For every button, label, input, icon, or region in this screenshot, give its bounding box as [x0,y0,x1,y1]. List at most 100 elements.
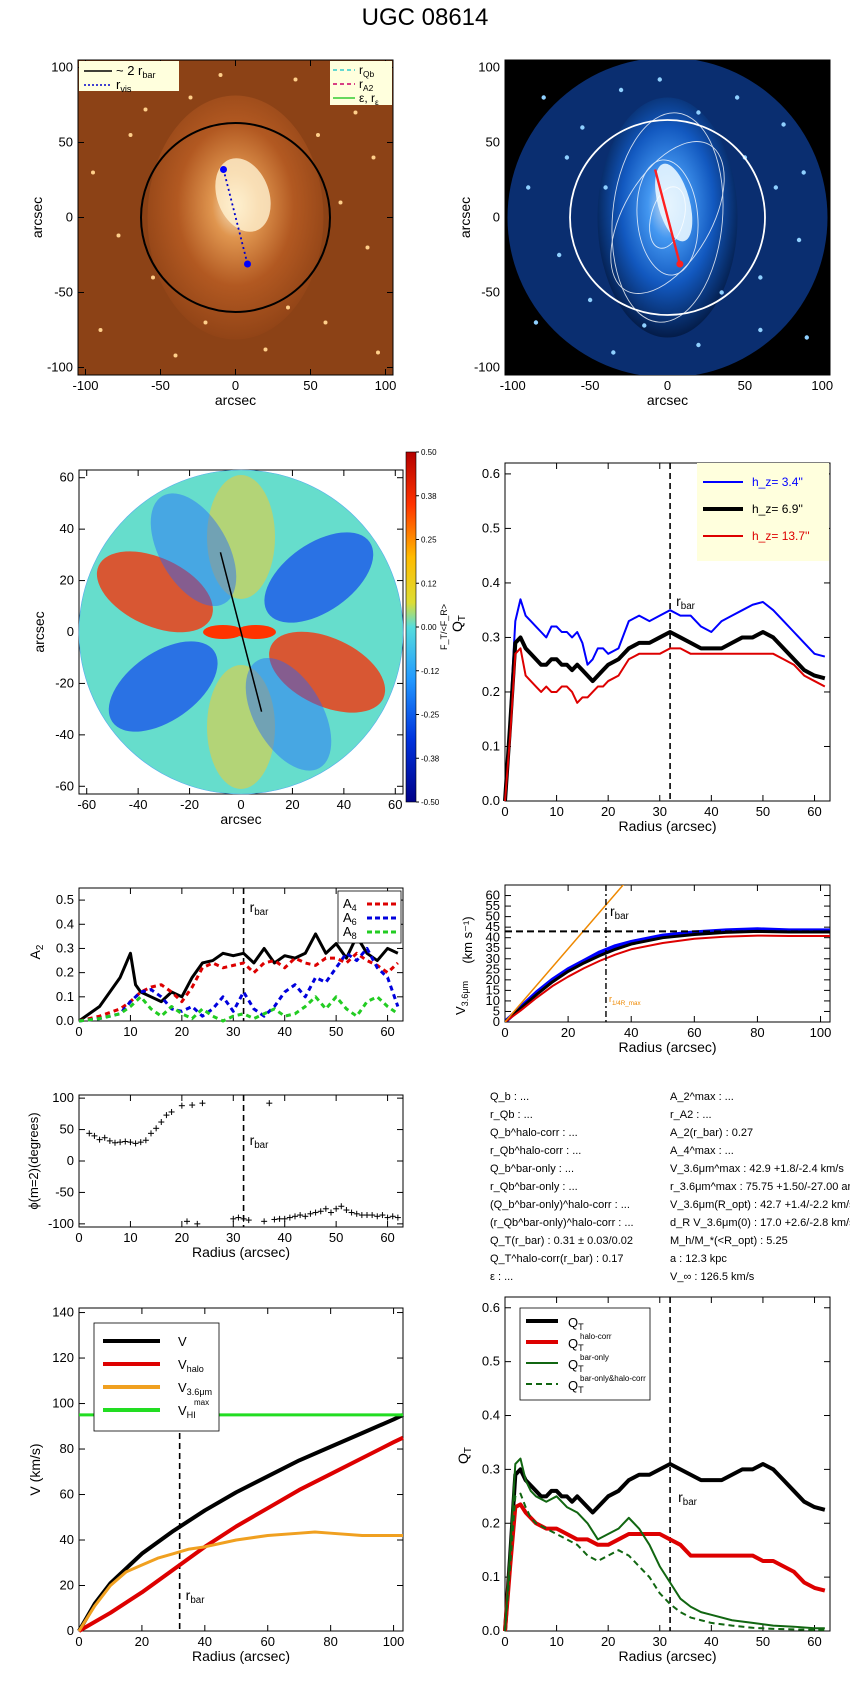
x-tick-label: 30 [653,804,667,819]
legend-label: Vhalo [178,1357,204,1374]
phase-point [374,1213,381,1220]
x-tick-label: 50 [756,1634,770,1649]
star [263,347,268,352]
star [611,350,616,355]
phase-point [101,1134,108,1141]
y-tick-label: -50 [481,285,500,300]
parameter-row: (r_Qb^bar-only)^halo-corr : ... [490,1214,634,1232]
series-line [77,1435,404,1633]
phase-point [178,1102,185,1109]
parameter-value: 12.3 kpc [682,1253,727,1265]
star [316,133,320,137]
parameter-row: ε : ... [490,1268,634,1286]
star [533,320,539,325]
star [773,185,779,190]
plot-frame [504,884,831,1023]
x-tick-label: 0 [664,378,671,393]
bar-end-marker [220,166,227,173]
legend-label: QT [568,1315,584,1332]
y-tick-label: 0.0 [482,1623,500,1638]
page-title: UGC 08614 [361,4,489,31]
x-tick-label: 50 [738,378,752,393]
x-tick-label: 20 [175,1024,189,1039]
x-tick-label: 40 [704,804,718,819]
star [801,170,806,175]
parameter-key: V_3.6μm^max : [670,1163,747,1175]
x-axis-label-dup: arcsec [666,412,669,414]
phase-point [199,1100,206,1107]
phase-point [137,1139,144,1146]
star [758,327,763,333]
parameter-key: A_4^max : ... [670,1145,734,1157]
y-tick-label: 20 [60,1578,74,1593]
phase-point [235,1214,242,1221]
phase-point [240,1215,247,1222]
y-axis-label: arcsec [29,197,45,238]
x-tick-label: 30 [226,1230,240,1245]
bar-end-marker [244,260,251,268]
series-line [503,1462,826,1632]
phase-point [384,1214,391,1221]
y-axis-label: V3.6μm [453,981,470,1015]
fourier-panel: 0 10 20 30 40 50 600.00.10.20.30.40.5A2rbarA4A… [27,887,404,1039]
star [286,305,290,310]
x-tick-label: -100 [72,378,98,393]
x-axis-label: Radius (arcsec) [192,1648,290,1664]
phase-point [353,1210,360,1217]
parameter-row: V_3.6μm^max : 42.9 +1.8/-2.4 km/s [670,1160,850,1178]
series-line [505,885,625,1022]
contour-line [610,141,725,294]
series-line [78,995,399,1023]
x-axis-label: Radius (arcsec) [618,1648,716,1664]
star [734,95,740,100]
series-line [504,647,826,802]
legend-label: rvis [116,77,132,94]
legend-label: VHI [178,1403,196,1420]
y-tick-label: 0.5 [482,520,500,535]
star [143,107,148,112]
y-axis-label: ϕ(m=2)(degrees) [26,1112,41,1209]
legend-superscript: halo-corr [580,1332,612,1341]
x-tick-label: 100 [811,378,833,393]
x-tick-label: 20 [175,1230,189,1245]
y-tick-label: 0.3 [482,629,500,644]
y-tick-label: 80 [60,1441,74,1456]
y-tick-label: 60 [60,470,74,485]
plot-frame [504,1296,831,1632]
x-tick-label: 40 [624,1025,638,1040]
star [353,110,358,115]
phase-point [302,1213,309,1220]
star [804,335,809,340]
legend-label: ε, rε [359,91,379,107]
phase-point [348,1209,355,1216]
star [91,170,95,175]
phase-point [122,1138,129,1145]
y-tick-label: 0.5 [482,1354,500,1369]
parameter-value: 42.9 +1.8/-2.4 km/s [746,1163,844,1175]
legend-superscript: bar-only [580,1353,609,1362]
rbar-label: rbar [676,593,696,612]
phase-point [112,1139,118,1146]
star [618,87,624,93]
phase-point [307,1210,314,1217]
x-tick-label: 40 [277,1230,291,1245]
colorbar-tick-label: 0.38 [421,492,437,501]
rbar-label: rbar [678,1489,698,1508]
y-tick-label: 55 [486,898,500,913]
plot-frame [78,1094,404,1228]
y-tick-label: 0.2 [482,684,500,699]
force-map-lobe [264,532,374,623]
y-tick-label: 100 [51,60,73,75]
parameter-key: Q_b^halo-corr : ... [490,1127,578,1139]
force-map-lobe [245,657,332,771]
y-tick-label: 40 [60,1532,74,1547]
legend-label: QT [568,1357,584,1374]
y-tick-label: 0 [67,624,74,639]
x-axis-label: Radius (arcsec) [618,1039,716,1055]
y-tick-label: 50 [60,1122,74,1137]
parameter-key: A_2(r_bar) : [670,1127,729,1139]
star [719,290,724,295]
star [188,95,193,100]
y-tick-label: 40 [486,930,500,945]
x-tick-label: 40 [337,797,351,812]
